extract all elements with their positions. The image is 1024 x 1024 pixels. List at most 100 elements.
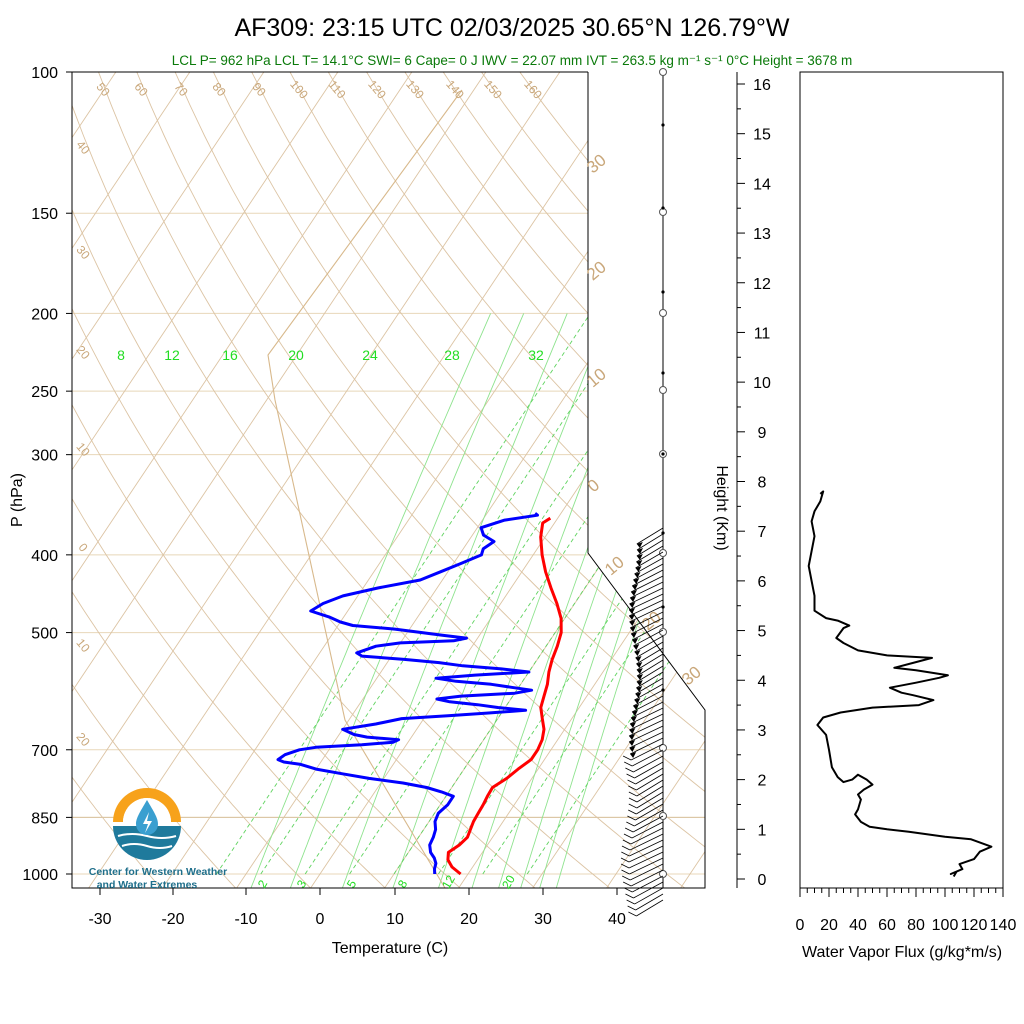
height-tick-label: 10 [753,375,771,392]
wind-barb-flag [635,656,642,662]
height-tick-label: 6 [758,574,767,591]
flux-tick-label: 40 [849,917,867,934]
wind-barb-flag [632,584,639,590]
calm-wind-circle [659,628,667,636]
pressure-tick-label: 850 [31,810,58,827]
wind-dot [661,290,665,294]
height-tick-label: 2 [758,773,767,790]
pressure-tick-label: 1000 [22,867,58,884]
isotherm-line [72,72,561,888]
pressure-tick-label: 300 [31,448,58,465]
wind-barb-flag [636,668,643,674]
mixing-ratio-line [249,313,492,888]
calm-wind-circle [659,870,667,878]
height-tick-label: 12 [753,276,771,293]
moist-adiabat-label: 20 [499,872,518,891]
wind-barb [630,869,664,887]
moist-adiabat-label: 12 [439,872,458,891]
dry-adiabat-line [72,72,389,888]
wind-barb-flag [636,542,643,548]
wind-barb [634,557,664,575]
calm-wind-circle [659,744,667,752]
mixing-ratio-label: 32 [528,347,544,363]
wind-barb [636,797,664,815]
wind-barb [629,611,664,629]
height-tick-label: 14 [753,176,771,193]
wind-barb-flag [631,632,638,638]
height-tick-label: 0 [758,872,767,889]
dry-adiabat-line [72,72,314,888]
wind-barb [636,665,664,683]
wind-dot [661,452,665,456]
wind-barb-flag [629,602,636,608]
wind-barb-flag [633,644,640,650]
cw3e-logo: Center for Western Weather and Water Ext… [89,788,227,891]
temperature-tick-label: -30 [88,911,111,928]
height-tick-label: 16 [753,77,771,94]
x-axis-label: Temperature (C) [332,940,448,957]
wind-barb [634,887,664,905]
wind-barb-feather [621,845,631,851]
pressure-tick-label: 200 [31,306,58,323]
pressure-tick-label: 700 [31,743,58,760]
calm-wind-circle [659,309,667,317]
wind-barb-feather [626,821,635,827]
wind-barb [636,791,664,809]
wind-dot [661,123,665,127]
wind-barb-feather [621,851,630,857]
wind-barb-flag [635,692,642,698]
wind-barb [628,851,664,869]
calm-wind-circle [659,549,667,557]
wind-barb-flag [637,548,643,554]
wind-barb-flag [636,662,643,668]
wind-barb-feather [627,815,636,821]
isotherm-line [72,72,339,888]
logo-text-line2: and Water Extremes [97,879,198,891]
dry-adiabat-line [251,72,705,888]
wind-barb [636,545,664,563]
wind-barb [636,659,664,677]
pressure-tick-label: 100 [31,65,58,82]
wind-barb-flag [630,590,637,596]
wind-barb [629,731,664,749]
wind-barb-flag [629,740,636,746]
dry-adiabat-line [289,72,705,888]
isotherm-line [72,72,265,888]
wind-barb [629,605,664,623]
parcel-trace-line [267,89,463,888]
wind-barb [629,857,664,875]
wind-barb-feather [621,869,630,875]
temperature-trace [446,516,563,876]
moist-adiabat-line [482,313,705,875]
wind-barb-feather [622,881,632,887]
wind-barb [634,809,664,827]
wind-dot [661,605,665,609]
temperature-tick-label: 0 [316,911,325,928]
height-tick-label: 9 [758,425,767,442]
height-tick-label: 1 [758,822,767,839]
flux-tick-label: 80 [907,917,925,934]
wind-barb [635,677,664,695]
wind-barb-feather [623,833,633,839]
mixing-ratio-line [391,313,610,888]
mixing-ratio-label: 24 [362,347,378,363]
wind-barb-feather [627,779,636,785]
wind-barb [636,533,664,551]
moist-adiabat-line [393,313,705,875]
height-tick-label: 11 [754,325,771,342]
temperature-tick-label: 40 [608,911,626,928]
mixing-ratio-line [437,313,648,888]
wind-barb [633,881,664,899]
height-tick-label: 5 [758,624,767,641]
y-axis-label: P (hPa) [9,473,26,527]
wind-barb-feather [628,785,637,791]
wind-dot [661,206,665,210]
isotherm-line [456,72,705,888]
wind-barb-feather [628,809,637,815]
flux-tick-label: 0 [796,917,805,934]
wind-barb [631,569,664,587]
wind-barb-flag [634,698,641,704]
wind-barb [636,899,664,917]
mixing-ratio-label: 16 [222,347,238,363]
